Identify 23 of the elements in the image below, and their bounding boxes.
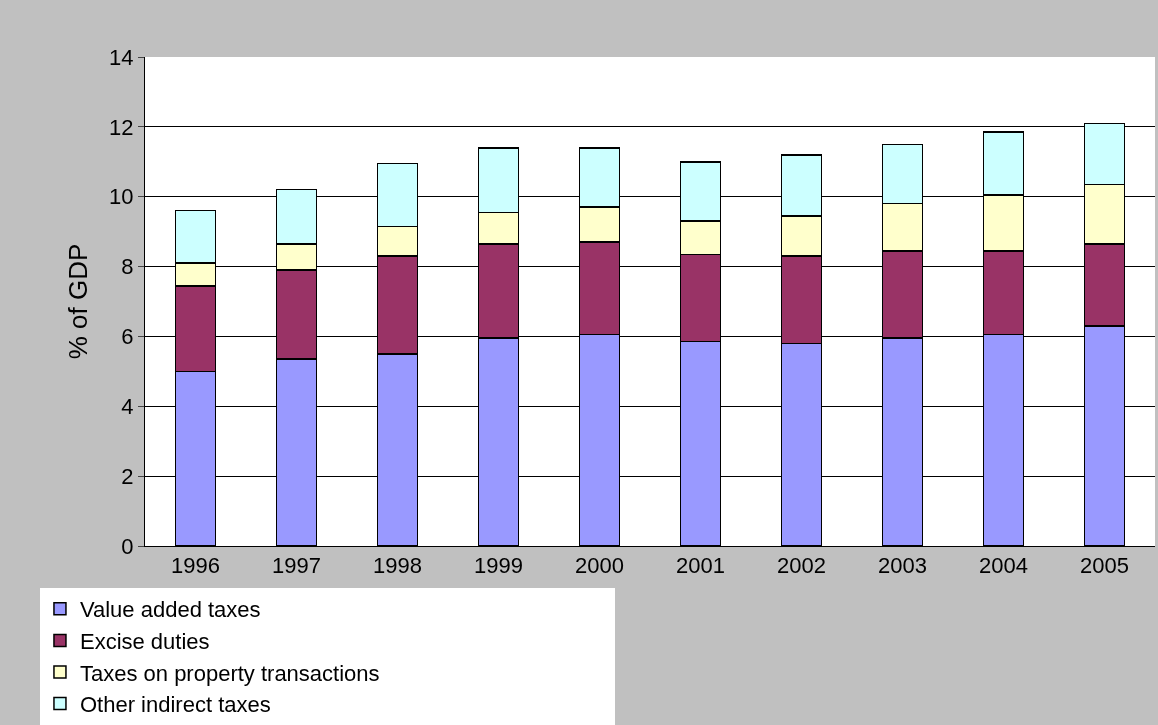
y-tick-label: 8	[121, 254, 134, 280]
y-tick-label: 6	[121, 324, 134, 350]
x-tick-label: 1998	[373, 553, 422, 579]
y-tick-label: 10	[109, 184, 134, 210]
legend-label: Value added taxes	[79, 597, 261, 623]
legend-label: Excise duties	[79, 628, 210, 654]
x-tick-label: 2000	[575, 553, 624, 579]
x-tick-label: 1997	[272, 553, 321, 579]
x-tick-label: 2005	[1080, 553, 1129, 579]
x-tick-label: 2003	[878, 553, 927, 579]
x-tick-label: 2001	[676, 553, 725, 579]
legend-label: Other indirect taxes	[79, 692, 271, 718]
y-tick-label: 2	[121, 463, 134, 489]
legend-label: Taxes on property transactions	[79, 660, 380, 686]
y-tick-label: 0	[121, 533, 134, 559]
y-axis-title: % of GDP	[62, 243, 93, 360]
y-tick-label: 14	[109, 44, 134, 70]
x-tick-label: 1996	[171, 553, 220, 579]
x-tick-label: 2004	[979, 553, 1028, 579]
x-tick-label: 1999	[474, 553, 523, 579]
y-tick-label: 4	[121, 393, 134, 419]
y-tick-label: 12	[109, 114, 134, 140]
x-tick-label: 2002	[777, 553, 826, 579]
